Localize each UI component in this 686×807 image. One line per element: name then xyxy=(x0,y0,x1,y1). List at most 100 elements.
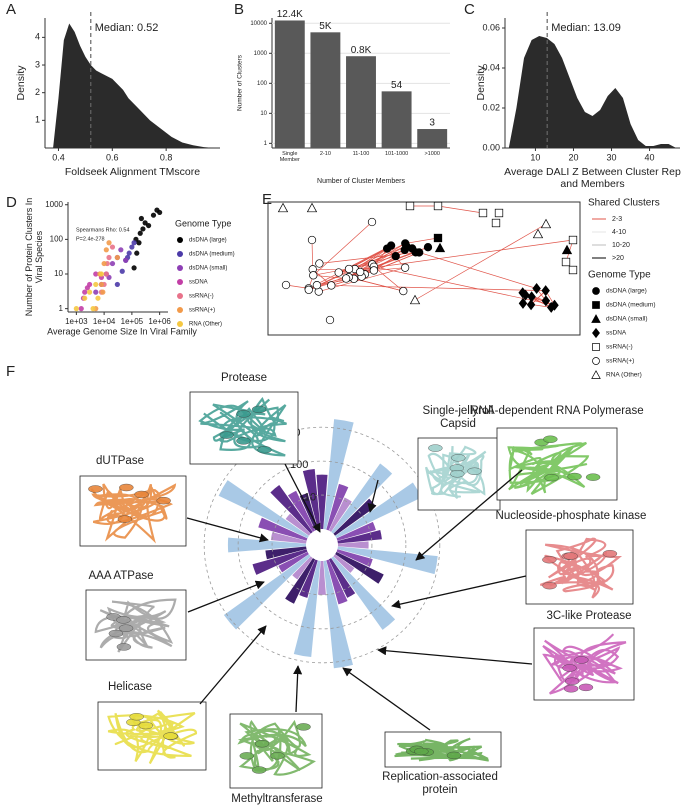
protein-helix xyxy=(563,685,579,693)
radial-bar xyxy=(265,546,307,560)
y-axis-title: Density xyxy=(15,65,27,101)
radial-bar xyxy=(299,559,318,598)
protein-label-box: RNA-dependent RNA Polymerase xyxy=(470,405,644,417)
point xyxy=(103,247,109,253)
radial-bar xyxy=(336,549,373,567)
protein-helix xyxy=(428,444,443,452)
protein-label: AAA ATPase xyxy=(88,570,154,582)
node xyxy=(568,265,578,275)
node xyxy=(433,201,443,211)
plot-border xyxy=(267,201,581,336)
protein-label-box: Replication-associated protein xyxy=(382,771,498,796)
grid-ring xyxy=(271,494,373,596)
radial-bar xyxy=(293,560,321,658)
protein-structure xyxy=(539,537,623,599)
point xyxy=(114,254,120,261)
x-tick-label: 0.8 xyxy=(160,152,173,162)
arrow xyxy=(186,517,269,543)
legend-swatch xyxy=(177,307,183,313)
legend-label: ssRNA(-) xyxy=(189,294,214,300)
x-axis-title: Number of Cluster Members xyxy=(317,178,405,185)
x-tick-label: >1000 xyxy=(424,151,440,157)
y-axis-title-box: Number of Protein Clusters In Viral Spec… xyxy=(24,198,44,317)
radial-bar xyxy=(331,556,396,630)
stat-annotation: Spearmans Rho: 0.54 xyxy=(76,227,130,233)
point xyxy=(73,306,79,312)
radial-bar xyxy=(323,419,354,530)
point xyxy=(78,306,84,312)
point xyxy=(118,247,124,253)
radial-bar xyxy=(285,558,316,604)
y-axis-title: Number of Clusters xyxy=(237,54,244,111)
panel-letter: C xyxy=(464,1,475,18)
protein-helix xyxy=(562,664,577,672)
legend-label: dsDNA (large) xyxy=(606,288,647,295)
x-tick-label-box: >1000 xyxy=(424,151,440,157)
protein-label: Methyltransferase xyxy=(231,793,323,805)
x-tick-label: 1e+04 xyxy=(93,317,116,326)
node xyxy=(561,257,571,267)
point xyxy=(106,254,112,261)
panel-letter: E xyxy=(262,191,272,208)
protein-helix xyxy=(602,550,618,558)
legend-label: dsDNA (medium) xyxy=(189,252,235,258)
arrow xyxy=(284,463,321,533)
node xyxy=(356,267,365,277)
legend-label: ssRNA(-) xyxy=(606,344,633,351)
protein-structure xyxy=(542,633,627,695)
node xyxy=(423,243,433,252)
y-tick-label: 3 xyxy=(35,59,40,69)
node xyxy=(399,286,408,296)
y-tick-label: 0.06 xyxy=(482,22,500,32)
legend-label: ssDNA xyxy=(606,330,627,337)
arrow xyxy=(293,665,303,713)
edge xyxy=(437,205,484,214)
x-tick-label: 1e+06 xyxy=(148,317,171,326)
node xyxy=(541,295,551,307)
node xyxy=(568,235,578,245)
arrow xyxy=(199,625,267,705)
node xyxy=(325,315,335,325)
protein-helix xyxy=(257,446,272,454)
node xyxy=(400,263,410,272)
y-tick-label: 1 xyxy=(35,115,40,125)
node xyxy=(306,202,318,213)
point xyxy=(93,281,99,288)
protein-helix xyxy=(88,485,103,493)
radial-bar xyxy=(328,497,352,532)
radial-bar xyxy=(278,551,309,573)
legend-label: 10-20 xyxy=(612,242,630,249)
x-tick-label-box: 101-1000 xyxy=(385,151,408,157)
radial-bar xyxy=(337,541,369,549)
edge xyxy=(311,239,314,270)
protein-label: Nucleoside-phosphate kinase xyxy=(495,510,647,522)
point xyxy=(109,260,116,267)
legend-swatch xyxy=(177,265,183,271)
legend-label: RNA (Other) xyxy=(606,372,642,379)
point xyxy=(93,289,99,295)
panel-letter: F xyxy=(6,363,15,380)
edge xyxy=(414,223,547,301)
legend-label: ssRNA(+) xyxy=(606,358,634,365)
protein-helix xyxy=(129,713,144,721)
arrow xyxy=(187,580,265,613)
point xyxy=(134,250,140,256)
node xyxy=(409,294,421,305)
edge xyxy=(530,290,546,306)
x-axis-title-box: Foldseek Alignment TMscore xyxy=(65,166,200,178)
radial-bar xyxy=(227,537,307,553)
x-tick-label: 1e+03 xyxy=(65,317,88,326)
node xyxy=(478,208,488,218)
node xyxy=(307,235,317,245)
protein-helix xyxy=(138,721,153,730)
protein-helix xyxy=(450,470,465,478)
node xyxy=(281,280,291,290)
protein-structure xyxy=(237,719,316,776)
radial-bar xyxy=(287,490,316,532)
protein-label-box: Protease xyxy=(221,372,267,384)
radial-bar xyxy=(285,513,311,536)
y-tick-label: 0.04 xyxy=(482,62,500,72)
radial-bar xyxy=(323,560,353,669)
legend-swatch xyxy=(591,370,601,379)
protein-label: RNA-dependent RNA Polymerase xyxy=(470,405,644,417)
